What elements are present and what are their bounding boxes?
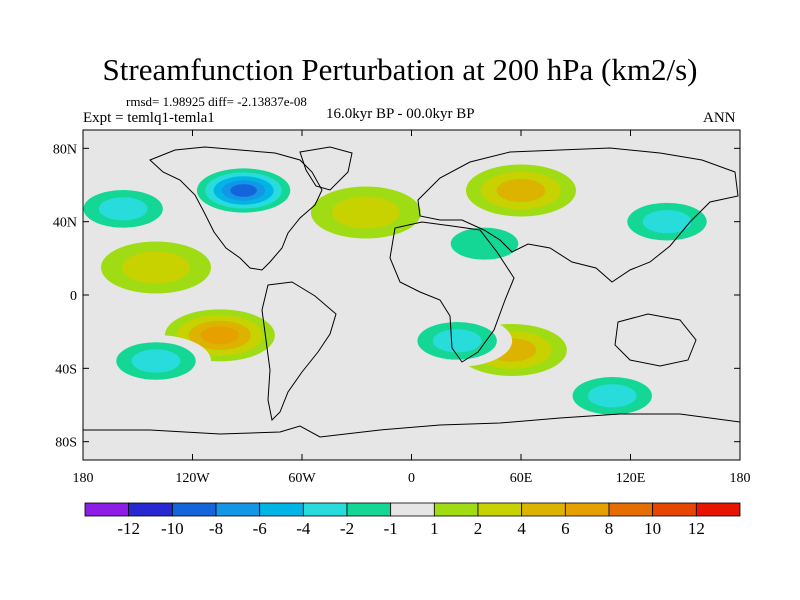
colorbar-label: -10 [161,519,184,538]
contour-level [230,184,257,197]
coast-antarctica [83,413,740,438]
y-tick-label: 0 [70,289,77,304]
colorbar-swatch [695,502,741,517]
x-tick-label: 60E [510,471,533,486]
colorbar-swatch [259,502,304,517]
colorbar-label: 4 [517,519,526,538]
colorbar-label: -12 [117,519,140,538]
contour-field [83,130,740,460]
colorbar-swatch [521,502,566,517]
y-tick-label: 40S [55,362,77,377]
feature-middle-east-low [429,217,540,270]
colorbar-swatch [84,502,130,517]
y-tick-label: 80N [53,142,77,157]
feature-north-america-low [188,164,299,217]
x-tick-label: 180 [730,471,751,486]
axes: 180 120W 60W 0 60E 120E 180 80N 40N 0 40S 80S [53,130,751,486]
contour-level [642,210,692,234]
x-tick-label: 120E [616,471,646,486]
contour-level [587,384,637,408]
x-tick-label: 60W [288,471,316,486]
x-tick-label: 0 [408,471,415,486]
colorbar-swatch [302,502,348,517]
feature-west-pacific-low [612,195,722,248]
feature-south-pacific-low [101,335,211,387]
feature-east-pacific-low [83,182,179,235]
colorbar-swatch [390,502,435,517]
colorbar-label: 2 [474,519,483,538]
feature-southern-ocean-low [557,369,668,422]
colorbar-swatch [477,502,523,517]
colorbar: -12 -10 -8 -6 -4 -2 -1 1 2 4 6 8 10 12 [84,502,741,538]
chart-title: Streamfunction Perturbation at 200 hPa (… [102,52,698,87]
colorbar-swatch [215,502,261,517]
colorbar-label: 8 [605,519,614,538]
coast-africa [389,221,515,363]
colorbar-label: 1 [430,519,439,538]
coast-north-america [149,146,323,271]
y-tick-label: 40N [53,216,77,231]
coast-australia [614,313,697,367]
contour-level [131,349,181,373]
colorbar-label: 10 [644,519,661,538]
colorbar-swatch [433,502,479,517]
coast-eurasia [417,147,739,283]
stats-label: rmsd= 1.98925 diff= -2.13837e-08 [126,94,307,109]
feature-eurasia-high [466,164,576,217]
colorbar-label: 6 [561,519,570,538]
contour-level [98,197,148,221]
coast-south-america [261,281,337,422]
contour-level [450,227,519,260]
y-tick-label: 80S [55,436,77,451]
contour-level [332,196,400,229]
colorbar-swatch [608,502,654,517]
x-tick-label: 120W [175,471,210,486]
coastlines [83,146,740,438]
colorbar-label: 12 [688,519,705,538]
feature-pacific-high [101,241,211,294]
colorbar-label: -2 [340,519,354,538]
season-label: ANN [703,110,736,126]
x-tick-label: 180 [73,471,94,486]
colorbar-swatch [564,502,610,517]
colorbar-swatch [652,502,697,517]
contour-level [496,178,546,203]
colorbar-swatch [171,502,217,517]
feature-south-atlantic-low [402,314,513,367]
colorbar-label: -6 [253,519,267,538]
contour-level [200,326,239,345]
feature-north-atlantic-high [310,186,421,239]
colorbar-swatch [346,502,392,517]
contour-level [122,251,190,284]
colorbar-label: -1 [384,519,398,538]
period-label: 16.0kyr BP - 00.0kyr BP [326,106,475,122]
coast-greenland [299,146,353,191]
colorbar-label: -4 [296,519,311,538]
feature-east-pacific-high [164,309,275,362]
colorbar-label: -8 [209,519,223,538]
colorbar-swatch [128,502,173,517]
experiment-label: Expt = temlq1-temla1 [83,110,215,126]
contour-level [432,329,482,353]
